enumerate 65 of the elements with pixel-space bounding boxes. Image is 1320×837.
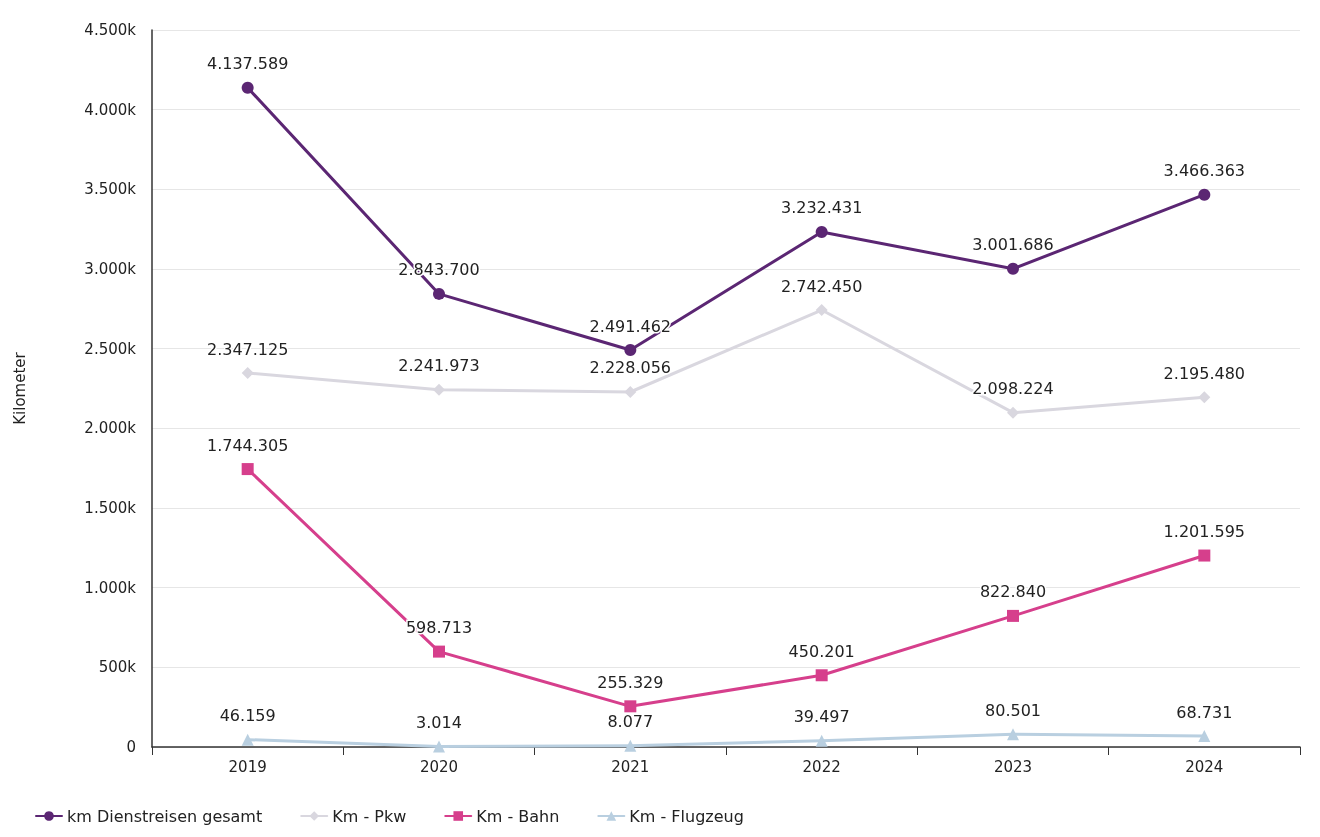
data-label: 1.744.305 [206, 435, 289, 455]
data-label: 2.228.056 [589, 358, 672, 378]
y-tick-label: 4.000k [84, 100, 137, 119]
point [433, 383, 445, 396]
point [241, 81, 254, 94]
point [624, 344, 637, 357]
point [241, 367, 254, 380]
data-label: 450.201 [788, 641, 855, 661]
x-tick-label: 2023 [993, 757, 1033, 776]
x-tick-label: 2021 [611, 757, 650, 776]
point [624, 700, 637, 713]
data-label: 2.098.224 [972, 379, 1054, 399]
point [1007, 406, 1019, 419]
point [433, 287, 445, 300]
point [1007, 262, 1019, 275]
data-label: 255.329 [597, 672, 664, 692]
y-tick-label: 3.000k [84, 260, 137, 278]
data-label: 80.501 [985, 700, 1041, 720]
y-tick-label: 2.000k [84, 419, 137, 438]
data-label: 2.742.450 [780, 276, 863, 296]
data-label: 68.731 [1176, 702, 1233, 722]
x-tick-label: 2024 [1185, 757, 1224, 776]
point [815, 304, 828, 317]
data-label: 2.491.462 [589, 316, 672, 336]
data-label: 3.232.431 [780, 198, 863, 218]
data-label: 3.014 [416, 713, 462, 733]
y-tick-label: 500k [98, 658, 137, 677]
point [815, 669, 828, 682]
point [1007, 609, 1019, 622]
y-axis-title: Kilometer [10, 351, 29, 425]
x-tick-label: 2020 [419, 757, 459, 776]
legend-label: Km - Flugzeug [629, 806, 744, 826]
point [241, 733, 254, 746]
point [815, 734, 828, 747]
y-tick-label: 1.000k [84, 578, 137, 597]
data-label: 2.347.125 [206, 339, 289, 359]
point [1007, 728, 1019, 741]
point [241, 463, 254, 476]
data-label: 3.001.686 [972, 235, 1054, 255]
data-label: 4.137.589 [206, 54, 289, 74]
data-label: 1.201.595 [1163, 522, 1246, 542]
data-label: 2.195.480 [1163, 363, 1246, 383]
x-tick-label: 2022 [802, 757, 841, 776]
x-tick-label: 2019 [228, 757, 267, 776]
legend-label: km Dienstreisen gesamt [67, 806, 263, 826]
legend-label: Km - Bahn [476, 806, 560, 826]
data-label: 2.241.973 [398, 356, 480, 376]
data-label: 822.840 [979, 582, 1047, 602]
point [433, 740, 445, 753]
legend-label: Km - Pkw [332, 806, 407, 826]
y-tick-label: 3.500k [84, 180, 137, 199]
y-tick-label: 0 [126, 738, 136, 756]
data-label: 46.159 [219, 706, 276, 726]
point [1198, 188, 1211, 201]
data-label: 3.466.363 [1163, 161, 1246, 181]
y-tick-label: 1.500k [84, 499, 137, 517]
point [1198, 549, 1211, 562]
point [1198, 730, 1211, 743]
data-label: 39.497 [793, 707, 850, 727]
point [433, 645, 445, 658]
point [624, 739, 637, 752]
y-tick-label: 4.500k [84, 21, 137, 39]
point [815, 225, 828, 238]
y-tick-label: 2.500k [84, 339, 137, 358]
data-label: 8.077 [607, 712, 654, 732]
